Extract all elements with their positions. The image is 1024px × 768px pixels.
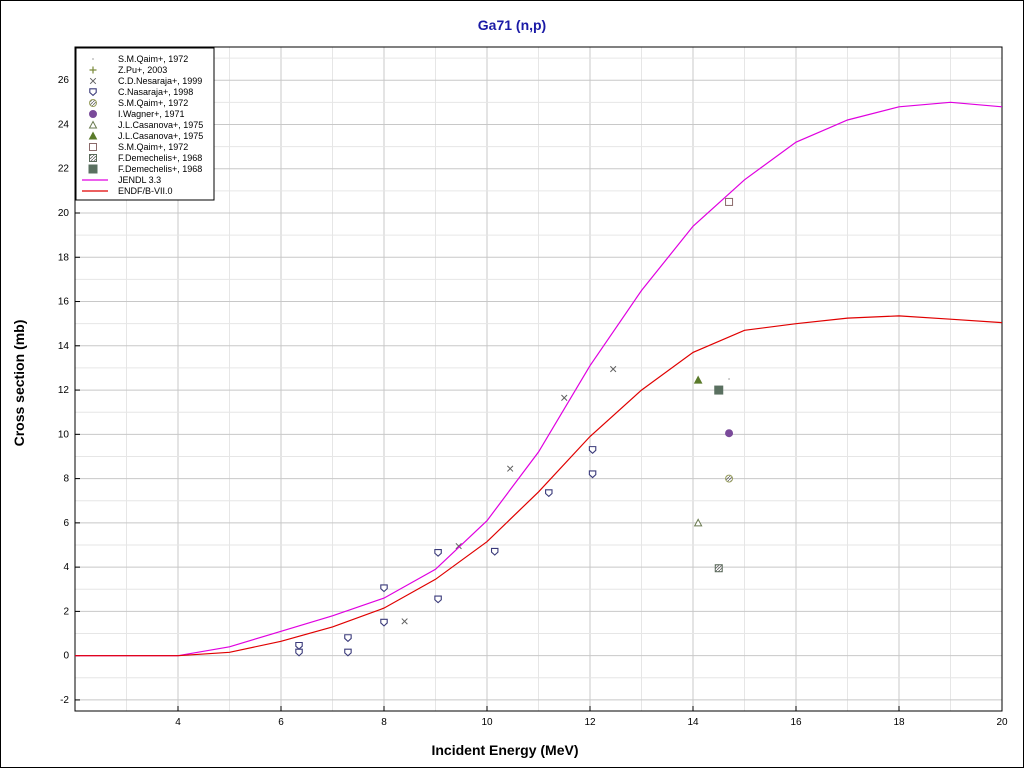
x-tick-label: 10 [481,717,493,728]
chart-title: Ga71 (n,p) [478,17,546,33]
y-tick-label: 2 [63,606,69,617]
legend-label: F.Demechelis+, 1968 [118,153,202,163]
y-tick-label: 16 [58,297,70,308]
data-point [380,618,388,627]
y-tick-label: 26 [58,75,70,86]
data-point [545,489,553,498]
data-point [728,378,730,380]
legend-swatch [89,77,97,85]
series-layer [75,101,1002,657]
legend-label: I.Wagner+, 1971 [118,109,184,119]
x-tick-label: 8 [381,717,387,728]
data-point [380,584,388,593]
series-line [75,101,1002,657]
x-tick-label: 14 [687,717,699,728]
x-tick-label: 20 [996,717,1008,728]
legend-label: F.Demechelis+, 1968 [118,164,202,174]
data-point [344,648,352,657]
y-tick-label: 4 [63,562,69,573]
legend-label: J.L.Casanova+, 1975 [118,120,203,130]
legend-label: S.M.Qaim+, 1972 [118,54,188,64]
y-tick-label: 10 [58,429,70,440]
y-tick-label: 20 [58,208,70,219]
x-axis-label: Incident Energy (MeV) [431,742,578,758]
y-tick-label: 22 [58,164,70,175]
legend-label: JENDL 3.3 [118,175,161,185]
data-point [725,197,734,206]
y-tick-label: 0 [63,651,69,662]
series-line [75,315,1002,657]
data-point [507,465,514,472]
data-point [588,470,597,479]
x-tick-label: 12 [584,717,596,728]
y-tick-label: 12 [58,385,70,396]
x-tick-label: 18 [893,717,905,728]
data-point [714,385,724,395]
x-tick-label: 16 [790,717,802,728]
legend-label: J.L.Casanova+, 1975 [118,131,203,141]
grid [74,47,1003,711]
y-tick-label: -2 [60,695,69,706]
data-point [725,474,734,483]
data-point [714,564,723,573]
legend-label: Z.Pu+, 2003 [118,65,167,75]
data-point [561,394,568,401]
data-point [455,542,462,550]
y-tick-label: 8 [63,474,69,485]
data-point [725,429,734,438]
y-tick-label: 24 [58,119,70,130]
data-point [401,618,408,625]
legend-swatch [89,154,97,162]
x-tick-label: 4 [175,717,181,728]
legend-swatch [89,143,97,151]
x-tick-label: 6 [278,717,284,728]
legend-label: S.M.Qaim+, 1972 [118,142,188,152]
legend-swatch [92,58,94,60]
data-point [434,548,442,557]
y-axis-label: Cross section (mb) [11,320,27,447]
data-point [434,595,442,604]
data-point [295,648,303,657]
legend-label: C.D.Nesaraja+, 1999 [118,76,202,86]
legend-swatch [89,110,97,118]
data-point [490,547,499,556]
legend-label: ENDF/B-VII.0 [118,186,173,196]
data-point [588,446,597,454]
data-point [610,365,617,373]
legend-label: S.M.Qaim+, 1972 [118,98,188,108]
legend-swatch [88,131,98,140]
legend-swatch [89,66,97,74]
plot-area [74,46,1003,712]
data-point [295,641,303,650]
y-tick-label: 6 [63,518,69,529]
data-point [344,634,352,643]
legend-box [75,47,215,201]
data-point [693,375,703,384]
legend-swatch [88,120,98,129]
legend-label: C.Nasaraja+, 1998 [118,87,193,97]
y-tick-label: 18 [58,252,70,263]
data-point [693,518,703,527]
legend-swatch [88,164,98,174]
legend-swatch [89,99,97,107]
y-tick-label: 14 [58,341,70,352]
legend-swatch [89,88,97,97]
